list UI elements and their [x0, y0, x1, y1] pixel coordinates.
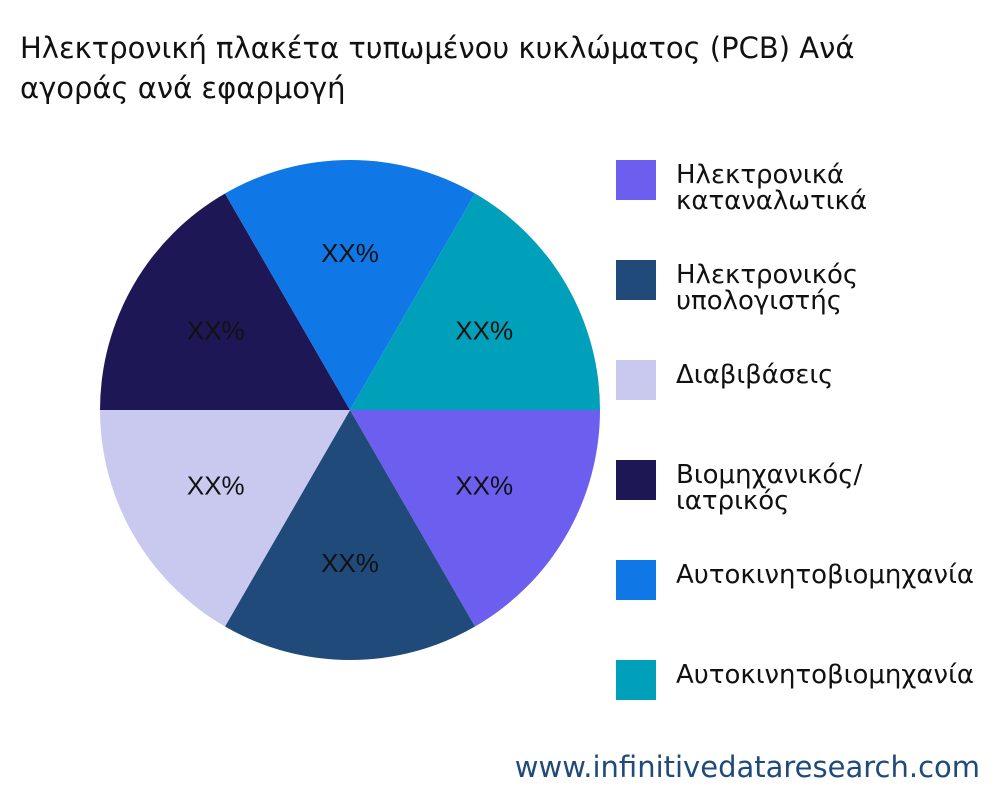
chart-title: Ηλεκτρονική πλακέτα τυπωμένου κυκλώματος… [20, 31, 854, 65]
legend-label: Ηλεκτρονικά καταναλωτικά [676, 160, 867, 216]
pie-slice [350, 410, 600, 627]
legend-label: Αυτοκινητοβιομηχανία [676, 560, 975, 590]
legend-label: Βιομηχανικός/ιατρικός [676, 460, 863, 516]
pie-slice [100, 410, 350, 627]
slice-label: XX% [455, 315, 513, 345]
slice-label: XX% [321, 548, 379, 578]
legend-item: Ηλεκτρονικός υπολογιστής [616, 260, 1000, 360]
legend: Ηλεκτρονικά καταναλωτικά Ηλεκτρονικός υπο… [616, 160, 1000, 760]
legend-item: Βιομηχανικός/ιατρικός [616, 460, 1000, 560]
legend-label: Αυτοκινητοβιομηχανία [676, 660, 975, 690]
slice-label: XX% [187, 315, 245, 345]
legend-item: Ηλεκτρονικά καταναλωτικά [616, 160, 1000, 260]
legend-swatch [616, 660, 656, 700]
slice-label: XX% [187, 470, 245, 500]
watermark: www.infinitivedataresearch.com [514, 750, 980, 784]
legend-swatch [616, 260, 656, 300]
chart-title: αγοράς ανά εφαρμογή [20, 71, 346, 105]
pie-slice [225, 410, 475, 660]
pie-slice [100, 193, 350, 410]
slice-label: XX% [455, 470, 513, 500]
legend-swatch [616, 160, 656, 200]
legend-item: Αυτοκινητοβιομηχανία [616, 660, 1000, 760]
slice-label: XX% [321, 238, 379, 268]
legend-swatch [616, 360, 656, 400]
pie-slice [225, 160, 475, 410]
pie-slice [350, 193, 600, 410]
legend-swatch [616, 460, 656, 500]
legend-label: Διαβιβάσεις [676, 360, 834, 390]
legend-item: Διαβιβάσεις [616, 360, 1000, 460]
legend-swatch [616, 560, 656, 600]
legend-item: Αυτοκινητοβιομηχανία [616, 560, 1000, 660]
legend-label: Ηλεκτρονικός υπολογιστής [676, 260, 859, 316]
